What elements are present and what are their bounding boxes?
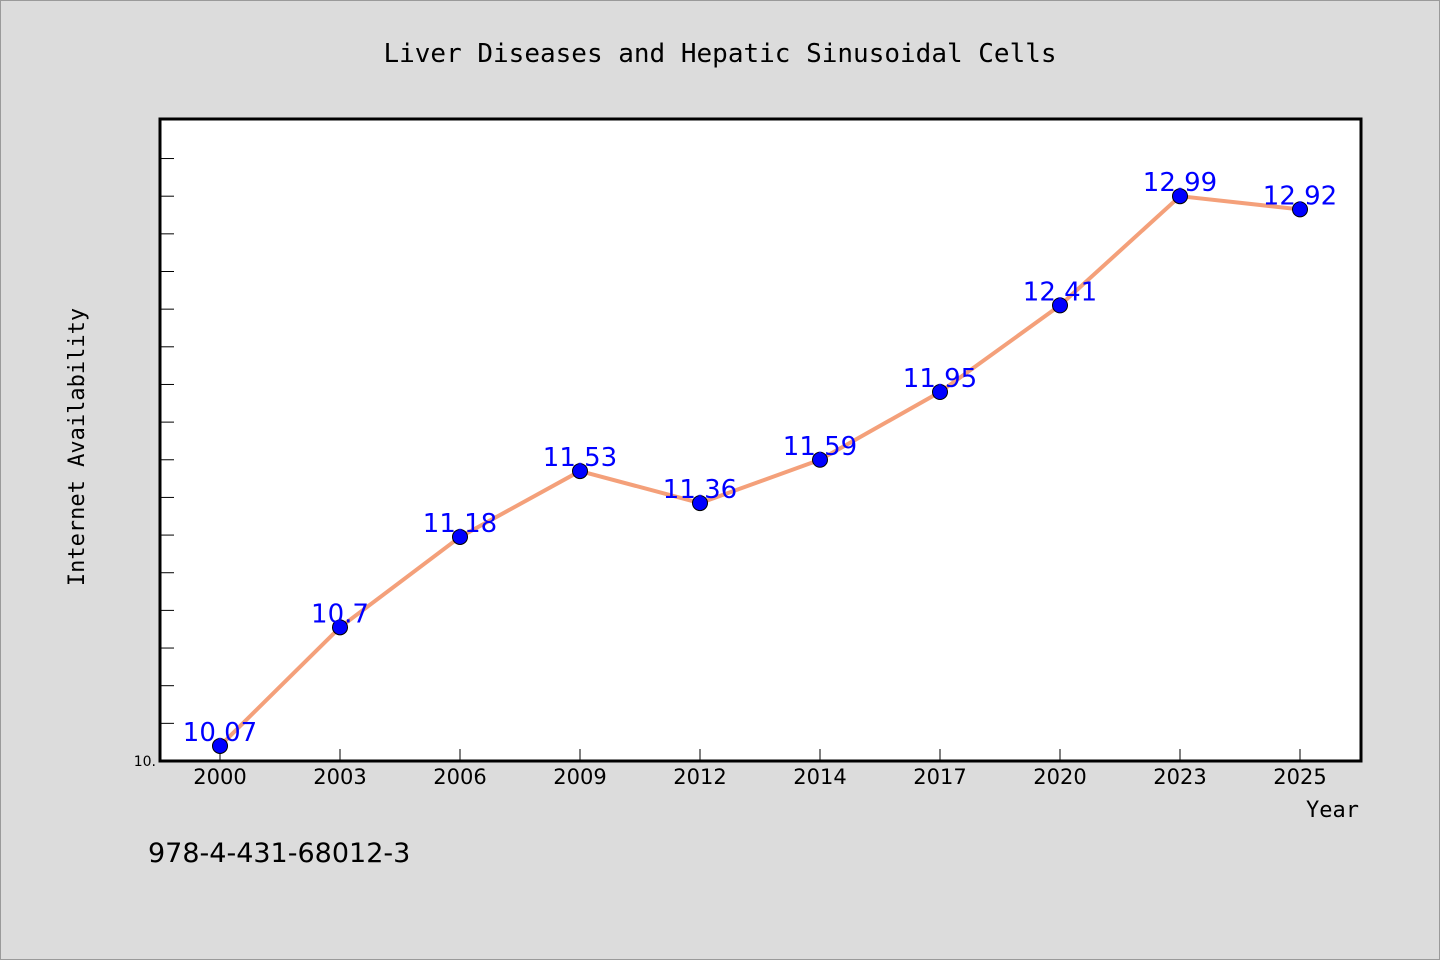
x-tick-label: 2006 xyxy=(433,765,486,789)
x-tick-label: 2023 xyxy=(1153,765,1206,789)
data-label: 12.99 xyxy=(1143,168,1217,198)
x-axis-title: Year xyxy=(1306,798,1359,823)
x-tick-label: 2012 xyxy=(673,765,726,789)
data-point xyxy=(1172,188,1188,205)
data-point xyxy=(692,495,708,512)
data-label: 11.59 xyxy=(783,432,857,462)
data-point xyxy=(572,463,588,480)
x-tick-label: 2017 xyxy=(913,765,966,789)
data-point xyxy=(212,737,228,754)
x-tick-label: 2003 xyxy=(313,765,366,789)
x-tick-label: 2020 xyxy=(1033,765,1086,789)
plot-area xyxy=(158,117,1363,763)
x-tick-label: 2014 xyxy=(793,765,846,789)
x-axis-ticks: 2000 2003 2006 2009 2012 2014 2017 2020 2023 2025 xyxy=(193,749,1327,789)
data-label: 10.07 xyxy=(183,718,257,748)
data-point xyxy=(1292,201,1308,218)
y-axis-ticks: 10. xyxy=(134,158,174,770)
x-tick-label: 2009 xyxy=(553,765,606,789)
series-line xyxy=(218,194,1302,748)
x-tick-label: 2025 xyxy=(1273,765,1326,789)
data-label: 12.92 xyxy=(1263,181,1337,211)
data-point xyxy=(452,528,468,545)
data-label: 10.7 xyxy=(311,599,369,629)
data-label: 11.18 xyxy=(423,509,497,539)
x-tick-label: 2000 xyxy=(193,765,246,789)
y-axis-title: Internet Availability xyxy=(65,308,90,586)
y-tick-label: 10. xyxy=(134,754,156,770)
data-point xyxy=(332,619,348,636)
isbn-footer: 978-4-431-68012-3 xyxy=(148,838,410,869)
data-label: 11.36 xyxy=(663,475,737,505)
data-labels: 10.07 10.7 11.18 11.53 11.36 11.59 11.95 12.41 1… xyxy=(183,168,1337,748)
data-point xyxy=(932,383,948,400)
data-label: 12.41 xyxy=(1023,277,1097,307)
data-label: 11.95 xyxy=(903,364,977,394)
data-markers xyxy=(212,188,1308,754)
data-label: 11.53 xyxy=(543,443,617,473)
data-point xyxy=(1052,297,1068,314)
chart-title: Liver Diseases and Hepatic Sinusoidal Ce… xyxy=(383,39,1056,69)
data-point xyxy=(812,451,828,468)
